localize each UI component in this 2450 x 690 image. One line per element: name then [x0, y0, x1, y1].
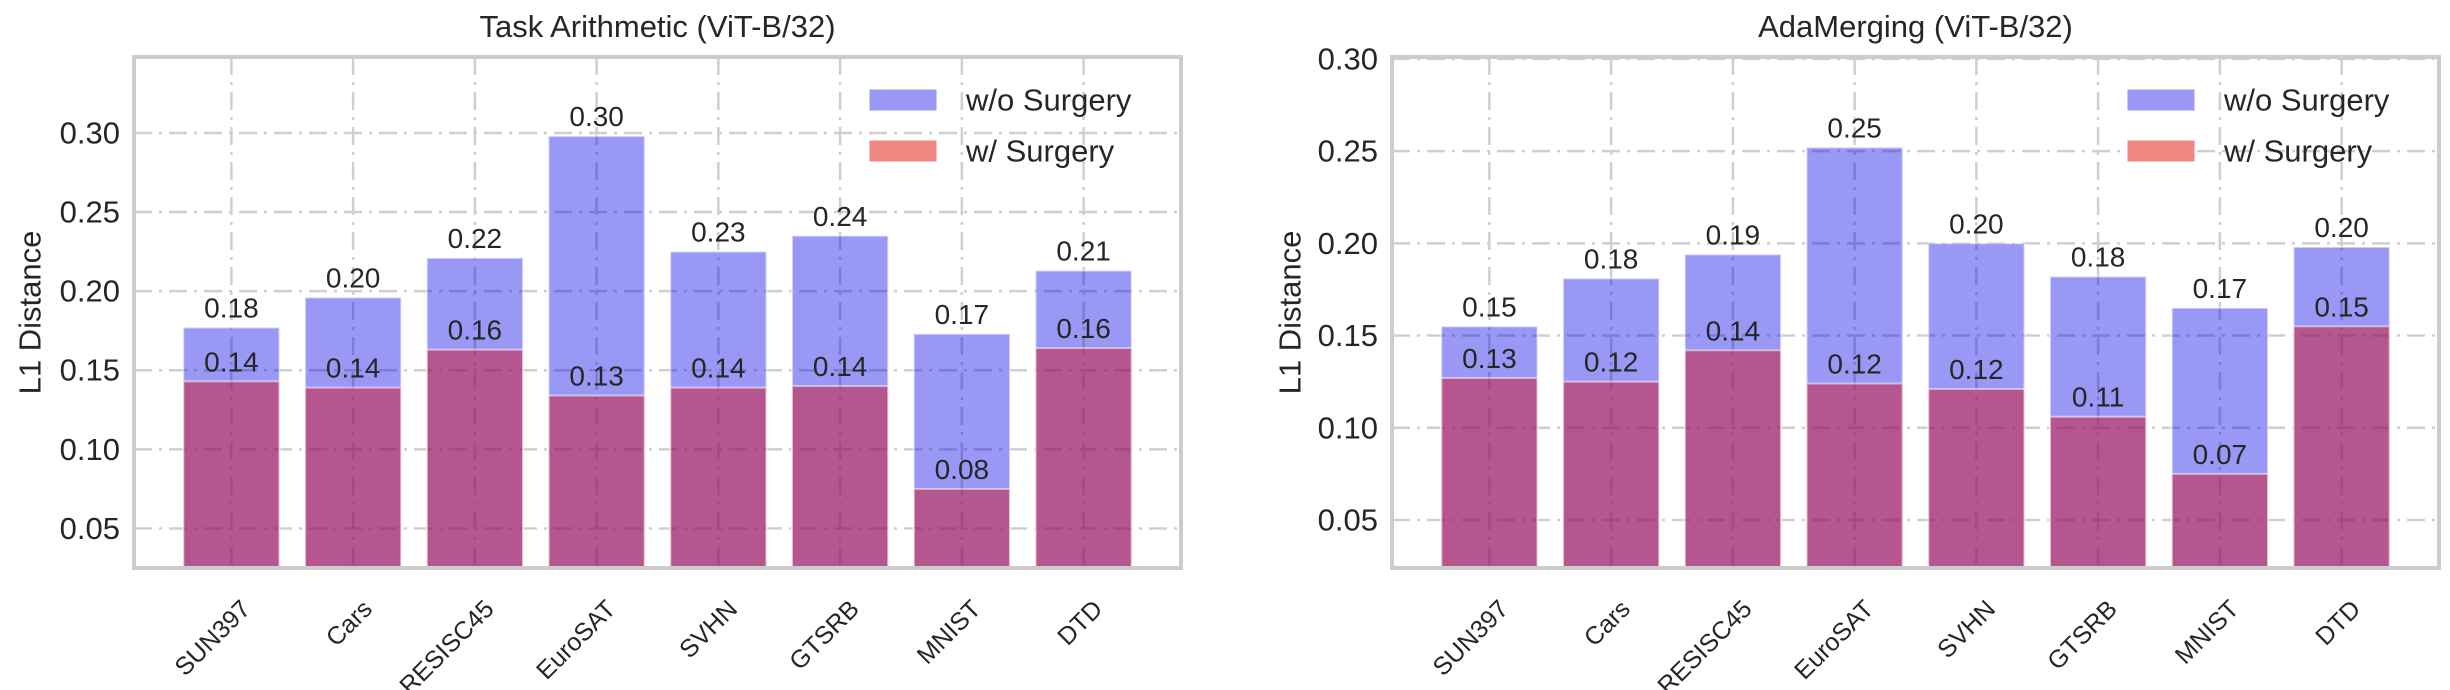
- chart-panel-0: Task Arithmetic (ViT-B/32) L1 Distance 0.0…: [13, 9, 1183, 690]
- bar-value-label: 0.08: [935, 454, 990, 485]
- x-tick-label: Cars: [1579, 595, 1636, 652]
- bar-value-label: 0.18: [204, 293, 259, 324]
- bar-value-label: 0.17: [935, 299, 990, 330]
- bar-with-surgery: [1927, 388, 2026, 570]
- y-axis-label: L1 Distance: [13, 231, 48, 395]
- legend-label: w/o Surgery: [2223, 83, 2390, 118]
- x-tick-label: EuroSAT: [1789, 595, 1879, 685]
- bar-with-surgery: [1683, 349, 1782, 569]
- bar-value-label: 0.17: [2193, 273, 2248, 304]
- x-tick-label: SUN397: [169, 595, 256, 682]
- x-tick-label: Cars: [321, 595, 378, 652]
- bar-value-label: 0.13: [569, 361, 624, 392]
- bar-value-label: 0.12: [1827, 349, 1882, 380]
- y-tick-label: 0.05: [1318, 503, 1378, 538]
- bar-value-label: 0.16: [448, 315, 503, 346]
- legend-label: w/ Surgery: [2223, 134, 2373, 169]
- y-tick-label: 0.05: [60, 511, 120, 546]
- bar-with-surgery: [182, 380, 281, 569]
- plot-frame: [1390, 55, 2441, 570]
- bar-value-label: 0.20: [1949, 208, 2004, 239]
- bar-value-label: 0.14: [204, 346, 259, 377]
- bar-value-label: 0.22: [448, 223, 503, 254]
- chart-panel-1: AdaMerging (ViT-B/32) L1 Distance 0.05 0.10…: [1273, 9, 2441, 690]
- bar-value-label: 0.16: [1056, 313, 1111, 344]
- y-tick-label: 0.10: [60, 432, 120, 467]
- bar-value-label: 0.20: [326, 262, 381, 293]
- bar-value-label: 0.23: [691, 217, 746, 248]
- bar-with-surgery: [547, 394, 646, 569]
- legend-swatch: [868, 88, 938, 112]
- legend-label: w/ Surgery: [965, 134, 1115, 169]
- y-tick-label: 0.20: [60, 274, 120, 309]
- bar-with-surgery: [1805, 382, 1904, 569]
- x-tick-label: MNIST: [2170, 595, 2245, 670]
- x-tick-label: GTSRB: [2042, 595, 2123, 676]
- bar-value-label: 0.07: [2193, 439, 2248, 470]
- y-tick-label: 0.20: [1318, 226, 1378, 261]
- bar-value-label: 0.14: [326, 353, 381, 384]
- x-tick-label: MNIST: [912, 595, 987, 670]
- chart-title: AdaMerging (ViT-B/32): [1758, 9, 2073, 44]
- bar-value-label: 0.12: [1949, 354, 2004, 385]
- bar-with-surgery: [2292, 325, 2391, 570]
- y-tick-label: 0.15: [1318, 318, 1378, 353]
- x-tick-label: SUN397: [1427, 595, 1514, 682]
- y-axis-label: L1 Distance: [1273, 231, 1308, 395]
- legend-swatch: [2126, 139, 2196, 163]
- bar-with-surgery: [304, 386, 403, 569]
- y-tick-label: 0.25: [1318, 134, 1378, 169]
- bar-value-label: 0.11: [2072, 382, 2124, 413]
- bar-value-label: 0.15: [2314, 291, 2369, 322]
- bar-value-label: 0.13: [1462, 343, 1517, 374]
- bar-with-surgery: [2170, 472, 2269, 569]
- chart-title: Task Arithmetic (ViT-B/32): [479, 9, 835, 44]
- bar-value-label: 0.30: [569, 101, 624, 132]
- bar-value-label: 0.14: [1706, 315, 1761, 346]
- y-tick-label: 0.30: [60, 115, 120, 150]
- x-tick-label: DTD: [1052, 595, 1108, 651]
- x-tick-label: DTD: [2310, 595, 2366, 651]
- y-tick-label: 0.10: [1318, 410, 1378, 445]
- bar-with-surgery: [1440, 376, 1539, 569]
- bar-value-label: 0.14: [813, 351, 868, 382]
- bar-value-label: 0.21: [1056, 236, 1111, 267]
- plot-frame: [132, 55, 1183, 570]
- bar-value-label: 0.25: [1827, 112, 1882, 143]
- y-tick-label: 0.15: [60, 353, 120, 388]
- bar-with-surgery: [791, 385, 890, 569]
- x-tick-label: EuroSAT: [531, 595, 621, 685]
- bar-with-surgery: [2049, 415, 2148, 569]
- bar-value-label: 0.12: [1584, 347, 1639, 378]
- legend-swatch: [868, 139, 938, 163]
- bar-with-surgery: [912, 487, 1011, 569]
- x-tick-label: RESISC45: [1652, 595, 1757, 690]
- bar-with-surgery: [425, 348, 524, 569]
- y-tick-label: 0.30: [1318, 41, 1378, 76]
- bar-with-surgery: [669, 386, 768, 569]
- bar-value-label: 0.20: [2314, 212, 2369, 243]
- bar-with-surgery: [1562, 380, 1661, 570]
- legend-label: w/o Surgery: [965, 83, 1132, 118]
- bar-value-label: 0.18: [2071, 242, 2126, 273]
- y-tick-label: 0.25: [60, 195, 120, 230]
- x-tick-label: SVHN: [674, 595, 743, 664]
- bar-value-label: 0.14: [691, 353, 746, 384]
- x-tick-label: GTSRB: [784, 595, 865, 676]
- legend-swatch: [2126, 88, 2196, 112]
- bar-value-label: 0.24: [813, 201, 868, 232]
- bar-value-label: 0.15: [1462, 291, 1517, 322]
- x-tick-label: RESISC45: [394, 595, 499, 690]
- bar-value-label: 0.18: [1584, 243, 1639, 274]
- x-tick-label: SVHN: [1932, 595, 2001, 664]
- bar-value-label: 0.19: [1706, 219, 1761, 250]
- bar-with-surgery: [1034, 347, 1133, 569]
